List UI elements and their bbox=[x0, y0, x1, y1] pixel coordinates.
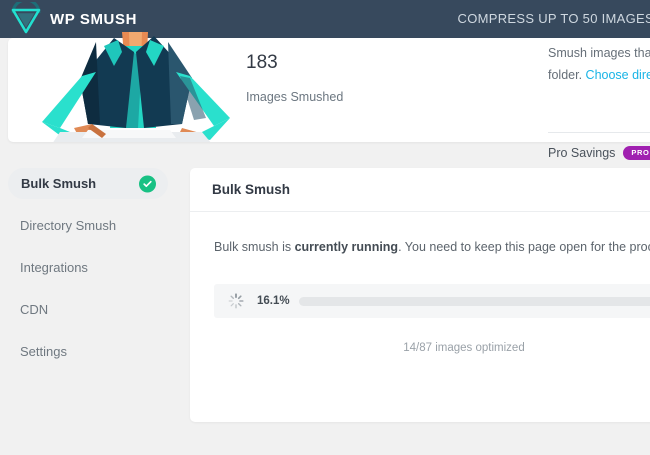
status-message-emphasis: currently running bbox=[294, 240, 399, 254]
pro-badge: PRO bbox=[623, 146, 650, 160]
description-line-1: Smush images that a bbox=[548, 46, 650, 60]
promo-text: COMPRESS UP TO 50 IMAGES bbox=[457, 11, 650, 26]
description-line-2: folder. Choose direct bbox=[548, 64, 650, 86]
check-circle-icon bbox=[139, 175, 156, 192]
sidebar-item-bulk-smush[interactable]: Bulk Smush bbox=[8, 168, 168, 199]
card-header: Bulk Smush Smus bbox=[190, 168, 650, 212]
directory-description: Smush images that a folder. Choose direc… bbox=[548, 42, 650, 86]
status-message-suffix: . You need to keep this page open for th… bbox=[398, 240, 650, 254]
status-message: Bulk smush is currently running. You nee… bbox=[214, 238, 650, 256]
person-at-desk-illustration bbox=[30, 32, 235, 142]
pro-savings-label: Pro Savings bbox=[548, 146, 616, 160]
top-brand-bar: WP SMUSH COMPRESS UP TO 50 IMAGES bbox=[0, 0, 650, 38]
sidebar-item-cdn[interactable]: CDN bbox=[0, 294, 180, 325]
pro-savings-row: Pro Savings PRO bbox=[548, 146, 650, 160]
progress-bar-track bbox=[298, 296, 650, 306]
description-line-2-text: folder. bbox=[548, 68, 583, 82]
smush-triangle-logo-icon bbox=[4, 0, 48, 38]
sidebar-item-label: Directory Smush bbox=[20, 218, 117, 233]
sidebar-item-label: CDN bbox=[20, 302, 49, 317]
status-message-prefix: Bulk smush is bbox=[214, 240, 295, 254]
sidebar-item-settings[interactable]: Settings bbox=[0, 336, 180, 367]
sidebar-item-label: Integrations bbox=[20, 260, 88, 275]
sidebar-item-label: Settings bbox=[20, 344, 67, 359]
images-smushed-stat: 183 Images Smushed bbox=[246, 50, 343, 104]
sidebar-nav: Bulk Smush Directory Smush Integrations … bbox=[0, 168, 180, 378]
images-smushed-count: 183 bbox=[246, 52, 278, 73]
bulk-smush-card: Bulk Smush Smus Bulk smush is currently … bbox=[190, 168, 650, 422]
card-title: Bulk Smush bbox=[212, 182, 291, 197]
sidebar-item-label: Bulk Smush bbox=[21, 176, 97, 191]
brand-title: WP SMUSH bbox=[50, 10, 138, 28]
progress-percent-label: 16.1% bbox=[257, 295, 290, 307]
choose-directory-link[interactable]: Choose direct bbox=[585, 68, 650, 82]
card-body: Bulk smush is currently running. You nee… bbox=[190, 212, 650, 354]
sidebar-item-integrations[interactable]: Integrations bbox=[0, 252, 180, 283]
optimized-count-label: 14/87 images optimized bbox=[403, 342, 525, 354]
summary-divider bbox=[548, 132, 650, 133]
images-smushed-label: Images Smushed bbox=[246, 90, 344, 104]
sidebar-item-directory-smush[interactable]: Directory Smush bbox=[0, 210, 180, 241]
progress-panel: 16.1% bbox=[214, 284, 650, 318]
loading-spinner-icon bbox=[228, 293, 244, 309]
summary-card: 183 Images Smushed Smush images that a f… bbox=[8, 32, 650, 160]
